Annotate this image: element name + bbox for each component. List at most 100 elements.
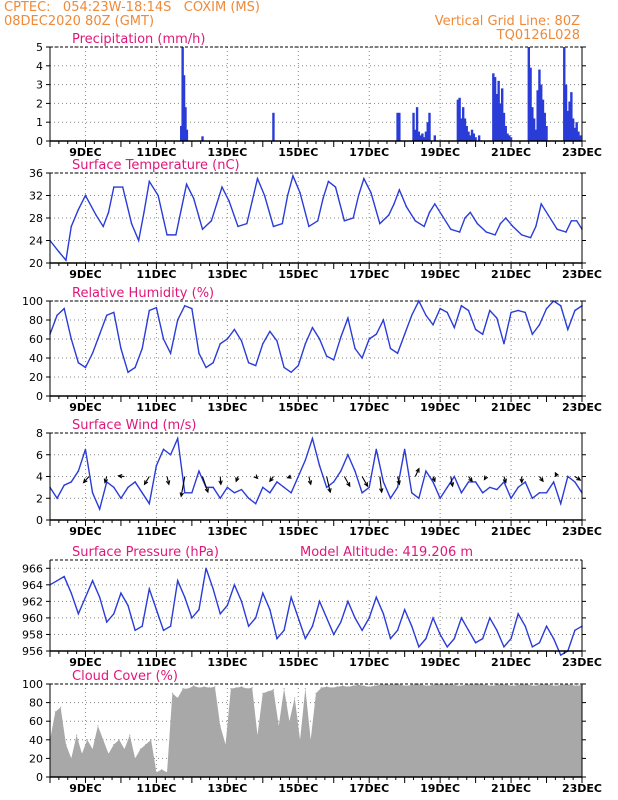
series-point <box>481 492 484 494</box>
wind-arrow-shaft <box>397 476 400 485</box>
x-tick-label: 11DEC <box>136 268 176 281</box>
x-tick-label: 9DEC <box>69 525 101 538</box>
series-point <box>63 484 65 486</box>
wind-arrow-head <box>539 477 544 483</box>
wind-arrow-head <box>449 482 455 488</box>
y-tick-label: 2 <box>36 97 43 110</box>
series-point <box>155 306 158 309</box>
series-point <box>262 343 264 345</box>
series-point <box>481 637 484 640</box>
series-point <box>84 194 87 197</box>
wind-arrow-shaft <box>450 476 454 487</box>
series-point <box>297 617 299 619</box>
series-point <box>521 234 523 236</box>
cloud-point <box>166 771 168 773</box>
series-point <box>70 481 72 483</box>
y-tick-label: 0 <box>36 135 43 148</box>
cloud-point <box>522 683 525 685</box>
precip-bar <box>493 77 497 141</box>
series-point <box>113 486 115 489</box>
wind-arrow <box>431 476 436 483</box>
series-point <box>524 311 526 314</box>
series-point <box>141 625 143 627</box>
y-tick-label: 100 <box>22 678 43 691</box>
precip-bar <box>573 127 577 141</box>
wind-arrow-shaft <box>144 476 150 485</box>
cloud-point <box>60 706 62 708</box>
precip-bar <box>566 110 570 141</box>
series-point <box>375 333 377 335</box>
cloud-point <box>246 688 248 690</box>
series-point <box>148 502 151 505</box>
series-point <box>263 194 266 197</box>
cloud-point <box>171 692 173 694</box>
series-point <box>432 324 434 326</box>
cloud-point <box>512 685 514 687</box>
series-point <box>311 625 314 627</box>
series-point <box>95 214 97 216</box>
series-point <box>98 333 101 335</box>
precip-bar <box>460 118 463 141</box>
series-point <box>352 217 354 219</box>
wind-arrow-shaft <box>326 476 331 493</box>
series-point <box>354 617 356 619</box>
precip-bar <box>428 112 431 141</box>
precip-bar <box>422 137 426 141</box>
series-point <box>155 464 158 467</box>
wind-arrow <box>179 476 186 498</box>
series-point <box>233 492 236 494</box>
series-point <box>318 464 321 467</box>
precip-bar <box>529 67 532 141</box>
cloud-point <box>373 685 376 687</box>
precip-bar <box>543 112 546 141</box>
precip-bar <box>502 112 506 141</box>
wind-arrow <box>483 475 489 481</box>
cloud-point <box>256 734 259 736</box>
cloud-point <box>299 739 301 741</box>
series-point <box>524 625 526 627</box>
series-point <box>474 481 477 483</box>
y-tick-label: 3 <box>36 79 43 92</box>
series-point <box>157 194 159 197</box>
series-point <box>184 305 186 307</box>
series-point <box>382 319 385 321</box>
cloud-point <box>123 748 126 750</box>
series-point <box>297 364 299 367</box>
x-tick-label: 13DEC <box>207 782 247 795</box>
wind-arrow-head <box>554 471 559 477</box>
series-point <box>198 352 200 354</box>
cloud-cover-area <box>50 684 582 777</box>
y-tick-label: 36 <box>29 167 43 180</box>
series-point <box>290 492 292 494</box>
series-point <box>333 633 335 636</box>
series-point <box>77 613 80 615</box>
wind-arrow-head <box>327 488 332 494</box>
cloud-point <box>517 684 519 686</box>
series-point <box>439 307 441 310</box>
series-point <box>155 608 158 611</box>
cloud-point <box>533 685 535 687</box>
y-tick-label: 80 <box>29 697 43 710</box>
y-tick-label: 962 <box>22 595 43 608</box>
wind-arrow <box>165 476 171 486</box>
series-point <box>370 191 372 194</box>
wind-arrow-head <box>165 480 171 486</box>
cloud-point <box>453 684 455 686</box>
series-point <box>269 330 271 333</box>
cloud-point <box>389 684 392 686</box>
wind-arrow <box>82 476 90 484</box>
precip-bar <box>185 129 189 141</box>
series-point <box>552 481 555 483</box>
wind-arrow-head <box>396 480 401 486</box>
series-point <box>489 486 491 489</box>
series-point <box>106 621 108 623</box>
precip-bar <box>201 136 204 141</box>
panel-5 <box>46 683 586 783</box>
series-point <box>175 234 177 236</box>
precip-bar <box>538 69 541 141</box>
series-point <box>304 459 307 461</box>
series-point <box>524 481 526 483</box>
series-point <box>219 497 221 499</box>
wind-arrow <box>414 467 420 477</box>
